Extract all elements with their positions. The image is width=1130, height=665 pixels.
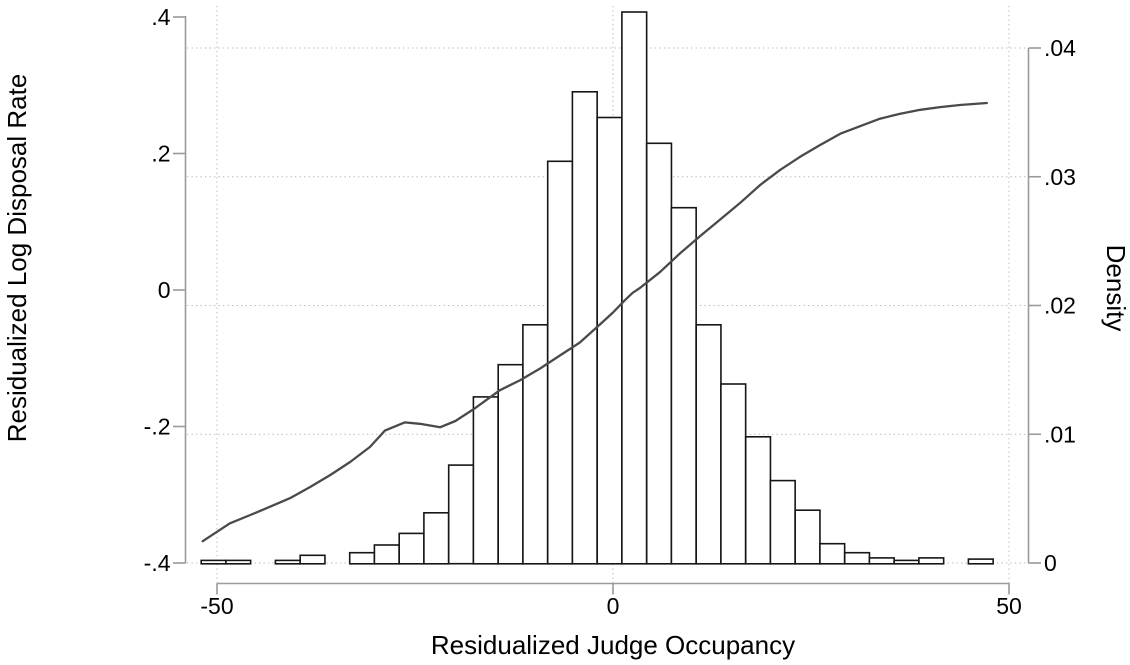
histogram-bar — [596, 116, 623, 565]
left-y-tick-label: -.2 — [144, 414, 171, 440]
histogram-bar — [695, 323, 722, 565]
histogram-bar — [843, 551, 871, 565]
histogram-bar — [645, 142, 673, 565]
histogram-bar — [868, 557, 895, 565]
right-y-tick-label: .01 — [1044, 421, 1076, 447]
fit-line — [201, 101, 988, 543]
histogram-bar — [472, 396, 499, 565]
right-y-axis-title: Density — [1101, 245, 1130, 332]
histogram-bar — [274, 559, 301, 565]
right-y-tick-label: .04 — [1044, 35, 1076, 61]
histogram-bar — [744, 435, 772, 565]
histogram-bar — [819, 542, 846, 565]
x-axis-title: Residualized Judge Occupancy — [431, 630, 795, 660]
histogram-bar — [398, 532, 425, 565]
histogram-bar — [546, 160, 574, 565]
histogram-bar — [918, 557, 945, 565]
histogram-bar — [447, 464, 475, 565]
left-y-axis-title: Residualized Log Disposal Rate — [2, 74, 32, 443]
histogram-bar — [423, 511, 450, 565]
histogram-bar — [893, 559, 920, 565]
left-y-tick-label: 0 — [158, 277, 171, 303]
histogram-bar — [794, 509, 821, 565]
histogram-bar — [497, 363, 524, 565]
tick-labels: .4 .2 0 -.2 -.4 .04 .03 .02 .01 0 -50 0 50 — [144, 4, 1077, 619]
histogram-bar — [299, 554, 326, 565]
histogram-bars — [200, 11, 994, 565]
left-y-tick-label: -.4 — [144, 550, 171, 576]
histogram-bar — [670, 206, 697, 565]
x-tick-label: 0 — [607, 593, 620, 619]
histogram-bar — [225, 559, 252, 565]
histogram-bar — [373, 544, 400, 565]
x-tick-label: -50 — [200, 593, 233, 619]
histogram-bar — [522, 323, 549, 565]
left-y-tick-label: .2 — [151, 141, 170, 167]
right-y-tick-label: 0 — [1044, 550, 1057, 576]
left-y-tick-label: .4 — [151, 4, 170, 30]
right-y-tick-label: .02 — [1044, 293, 1076, 319]
histogram-bar — [769, 479, 796, 565]
x-tick-label: 50 — [996, 593, 1022, 619]
histogram-bar — [720, 383, 747, 565]
right-y-tick-label: .03 — [1044, 164, 1076, 190]
histogram-bar — [571, 91, 598, 565]
histogram-bar — [348, 551, 376, 565]
histogram-bar — [621, 11, 648, 565]
axes — [173, 16, 1041, 595]
histogram-bar — [967, 558, 994, 565]
histogram-bar — [200, 559, 227, 565]
